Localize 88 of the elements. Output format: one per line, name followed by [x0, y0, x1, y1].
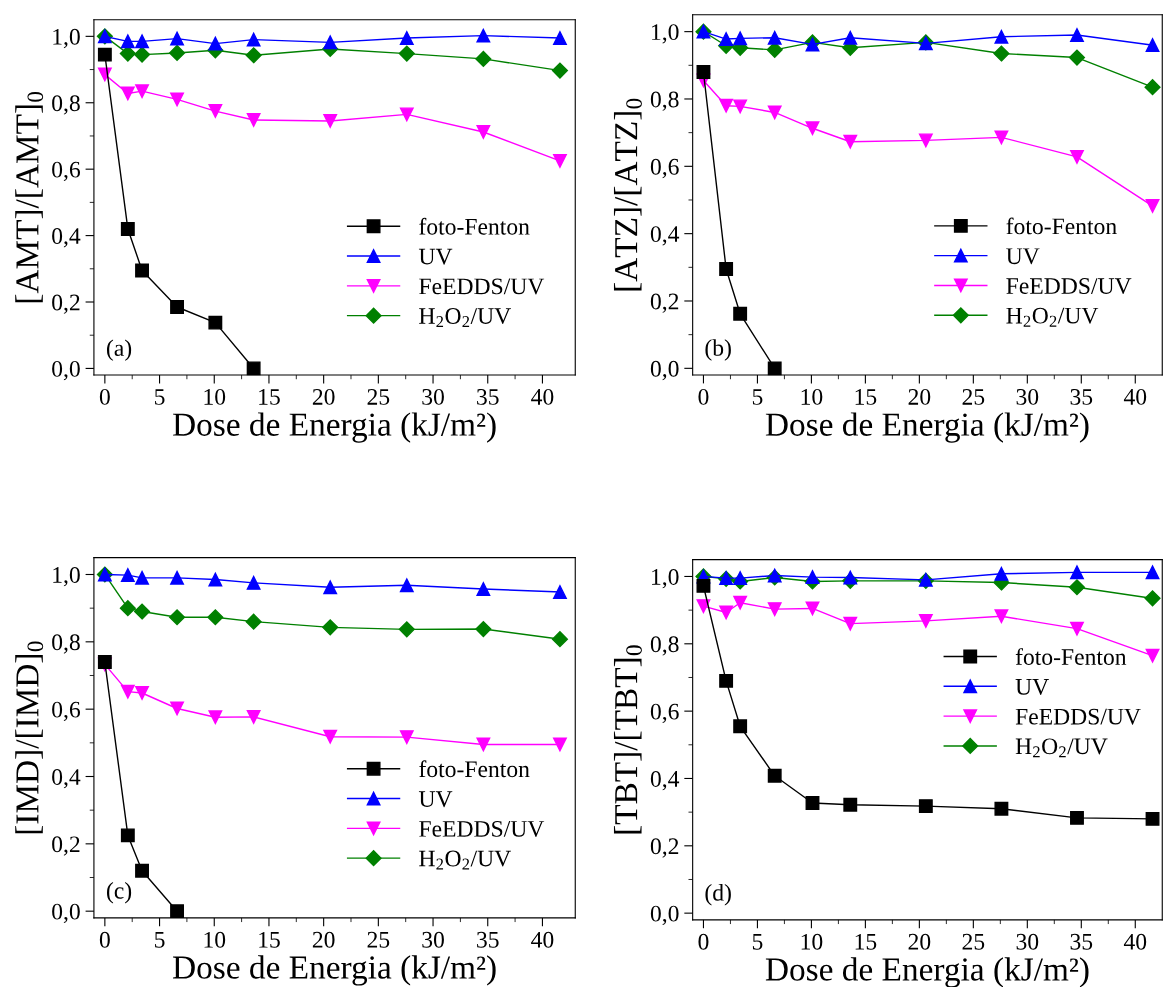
y-tick-label: 0,6 [650, 703, 679, 723]
legend-label: FeEDDS/UV [1006, 278, 1132, 295]
x-tick-label: 20 [908, 933, 931, 950]
legend-label: FeEDDS/UV [419, 278, 545, 295]
x-tick-label: 0 [698, 388, 709, 405]
x-tick-label: 40 [1123, 933, 1147, 950]
legend-label: UV [418, 248, 453, 265]
x-tick-label: 15 [855, 389, 877, 405]
y-tick-label: 0,2 [650, 838, 679, 858]
x-tick-label: 15 [259, 389, 280, 405]
x-tick-label: 20 [312, 931, 335, 948]
x-tick-label: 5 [155, 932, 165, 948]
y-tick-label: 1,0 [53, 566, 80, 587]
legend-label: H$_{2}$O$_{2}$/UV [419, 850, 511, 870]
y-tick-label: 0,8 [650, 91, 679, 111]
legend-label: foto-Fenton [1006, 217, 1117, 235]
y-tick-label: 0,0 [650, 905, 679, 925]
legend-label: UV [1006, 248, 1040, 265]
x-tick-label: 10 [801, 933, 823, 950]
annotation: (d) [705, 884, 731, 906]
x-tick-label: 20 [908, 388, 931, 405]
x-tick-label: 5 [752, 934, 763, 950]
x-tick-label: 10 [801, 388, 823, 405]
annotation: (c) [106, 882, 132, 904]
x-tick-label: 10 [204, 931, 226, 948]
x-tick-label: 25 [367, 389, 390, 405]
y-tick-label: 1,0 [652, 568, 679, 589]
y-tick-label: 0,0 [650, 360, 679, 381]
y-tick-label: 0,4 [650, 226, 680, 246]
x-tick-label: 5 [752, 389, 763, 405]
x-tick-label: 40 [531, 388, 554, 405]
x-axis-title: Dose de Energia (kJ/m²) [173, 412, 496, 443]
legend-label: foto-Fenton [419, 217, 530, 235]
x-tick-label: 25 [962, 389, 985, 405]
legend-label: FeEDDS/UV [1015, 708, 1141, 725]
y-tick-label: 0,6 [650, 158, 679, 179]
y-tick-label: 0,8 [52, 634, 80, 654]
x-tick-label: 0 [99, 388, 110, 405]
y-axis-title: [AMT]/[AMT]$_{0}$ [15, 91, 44, 303]
x-tick-label: 25 [367, 931, 390, 948]
x-tick-label: 5 [155, 389, 165, 405]
y-tick-label: 0,8 [650, 636, 679, 656]
legend-label: H$_{2}$O$_{2}$/UV [1015, 738, 1108, 758]
y-tick-label: 1,0 [53, 28, 80, 49]
y-tick-label: 0,0 [52, 360, 80, 381]
x-tick-label: 30 [422, 388, 444, 405]
x-tick-label: 15 [855, 933, 877, 950]
x-tick-label: 30 [1016, 933, 1039, 950]
x-tick-label: 25 [962, 933, 985, 950]
y-tick-label: 0,4 [52, 228, 81, 248]
x-tick-label: 40 [1123, 388, 1147, 405]
x-tick-label: 35 [1070, 933, 1093, 950]
x-axis-title: Dose de Energia (kJ/m²) [765, 412, 1089, 443]
y-tick-label: 0,6 [52, 161, 81, 181]
legend-label: UV [418, 791, 453, 808]
x-tick-label: 15 [259, 931, 280, 948]
legend-label: FeEDDS/UV [419, 820, 545, 837]
x-tick-label: 35 [477, 931, 499, 948]
y-axis-title: [TBT]/[TBT]$_{0}$ [613, 645, 642, 834]
y-tick-label: 0,2 [650, 293, 679, 313]
x-tick-label: 35 [1070, 389, 1093, 405]
annotation: (b) [705, 339, 731, 361]
y-tick-label: 0,4 [52, 768, 81, 789]
legend-label: H$_{2}$O$_{2}$/UV [1006, 307, 1099, 327]
legend-label: foto-Fenton [419, 760, 530, 778]
y-axis-title: [ATZ]/[ATZ]$_{0}$ [613, 98, 642, 291]
y-tick-label: 0,8 [52, 95, 80, 115]
y-tick-label: 0,2 [52, 836, 80, 856]
x-tick-label: 0 [698, 933, 709, 950]
y-axis-title: [IMD]/[IMD]$_{0}$ [15, 641, 44, 834]
x-tick-label: 35 [477, 389, 499, 405]
x-tick-label: 40 [531, 931, 554, 948]
x-tick-label: 10 [204, 388, 226, 405]
y-tick-label: 0,0 [52, 903, 80, 923]
annotation: (a) [106, 339, 132, 361]
x-tick-label: 0 [99, 931, 110, 948]
y-tick-label: 0,4 [650, 770, 680, 791]
x-axis-title: Dose de Energia (kJ/m²) [765, 957, 1089, 987]
y-tick-label: 0,2 [52, 294, 80, 314]
x-tick-label: 20 [312, 388, 335, 405]
y-tick-label: 1,0 [652, 24, 679, 44]
x-axis-title: Dose de Energia (kJ/m²) [173, 955, 496, 986]
legend-label: UV [1015, 679, 1049, 695]
x-tick-label: 30 [422, 931, 444, 948]
legend-label: foto-Fenton [1015, 648, 1127, 665]
legend-label: H$_{2}$O$_{2}$/UV [419, 308, 511, 327]
y-tick-label: 0,6 [52, 701, 81, 721]
x-tick-label: 30 [1016, 388, 1039, 405]
